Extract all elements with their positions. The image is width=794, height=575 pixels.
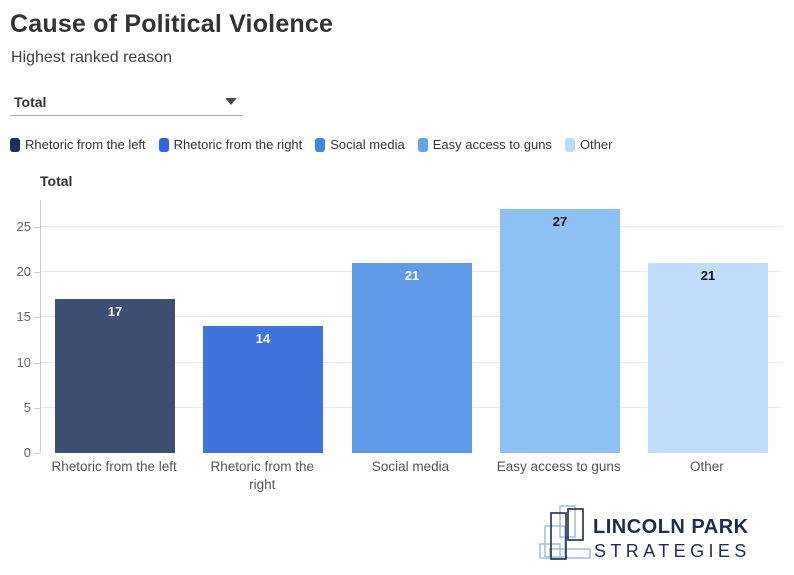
- legend-swatch-icon: [417, 137, 428, 152]
- legend-item: Social media: [315, 137, 405, 152]
- legend-item: Rhetoric from the left: [10, 137, 146, 152]
- y-axis: 0 5 10 15 20 25: [0, 170, 40, 505]
- page-title: Cause of Political Violence: [10, 10, 334, 38]
- x-axis-category-label: Social media: [371, 459, 450, 474]
- legend-label: Rhetoric from the left: [25, 137, 146, 152]
- y-tick-mark: [34, 317, 40, 318]
- x-axis-category-label: Rhetoric from the left: [51, 459, 177, 474]
- y-tick-label: 10: [16, 355, 31, 370]
- legend-item: Rhetoric from the right: [158, 137, 303, 152]
- chart-legend: Rhetoric from the left Rhetoric from the …: [10, 137, 790, 152]
- total-filter-dropdown[interactable]: Total: [10, 88, 243, 116]
- y-tick-mark: [34, 453, 40, 454]
- bar-social-media[interactable]: 21: [352, 263, 472, 453]
- bar-other[interactable]: 21: [648, 263, 768, 453]
- legend-swatch-icon: [10, 137, 20, 152]
- legend-item: Easy access to guns: [417, 137, 552, 152]
- y-tick-label: 0: [23, 445, 31, 460]
- bar-easy-access-to-guns[interactable]: 27: [500, 209, 620, 453]
- bar-chart: Total 0 5 10 15 20 25 17 14 21 27 21 Rhetoric fro…: [0, 170, 794, 505]
- legend-label: Social media: [330, 137, 405, 152]
- y-tick-mark: [34, 227, 40, 228]
- y-axis-title: Total: [40, 173, 73, 189]
- y-tick-label: 5: [23, 400, 31, 415]
- chevron-down-icon: [225, 98, 237, 105]
- legend-label: Other: [579, 137, 613, 152]
- legend-item: Other: [564, 137, 613, 152]
- bar-value-label: 17: [107, 304, 123, 319]
- bar-value-label: 27: [552, 214, 568, 229]
- plot-area: 17 14 21 27 21: [40, 200, 782, 453]
- lincoln-park-strategies-logo: LINCOLN PARK STRATEGIES: [533, 503, 751, 567]
- x-axis-category-label: Rhetoric from the right: [210, 459, 315, 493]
- y-tick-label: 15: [16, 309, 31, 324]
- bar-rhetoric-from-the-left[interactable]: 17: [55, 299, 175, 453]
- legend-label: Easy access to guns: [432, 137, 552, 152]
- x-axis-category-label: Other: [690, 459, 724, 474]
- bar-value-label: 21: [700, 268, 716, 283]
- y-tick-label: 20: [16, 264, 31, 279]
- legend-label: Rhetoric from the right: [173, 137, 303, 152]
- legend-swatch-icon: [315, 137, 326, 152]
- y-tick-mark: [34, 363, 40, 364]
- logo-text-line1: LINCOLN PARK: [593, 516, 749, 538]
- y-tick-mark: [34, 408, 40, 409]
- dropdown-selected-value: Total: [14, 93, 47, 110]
- x-axis-category-label: Easy access to guns: [496, 459, 621, 474]
- x-axis-labels: Rhetoric from the left Rhetoric from the …: [40, 458, 781, 494]
- logo-buildings-icon: LINCOLN PARK STRATEGIES: [539, 505, 751, 561]
- bar-rhetoric-from-the-right[interactable]: 14: [203, 326, 323, 453]
- bar-value-label: 14: [255, 331, 271, 346]
- gridline: [41, 226, 782, 227]
- bar-value-label: 21: [404, 268, 420, 283]
- page-subtitle: Highest ranked reason: [11, 49, 172, 66]
- legend-swatch-icon: [564, 137, 575, 152]
- legend-swatch-icon: [158, 137, 169, 152]
- y-tick-mark: [34, 272, 40, 273]
- logo-text-line2: STRATEGIES: [594, 541, 751, 561]
- y-tick-label: 25: [16, 219, 31, 234]
